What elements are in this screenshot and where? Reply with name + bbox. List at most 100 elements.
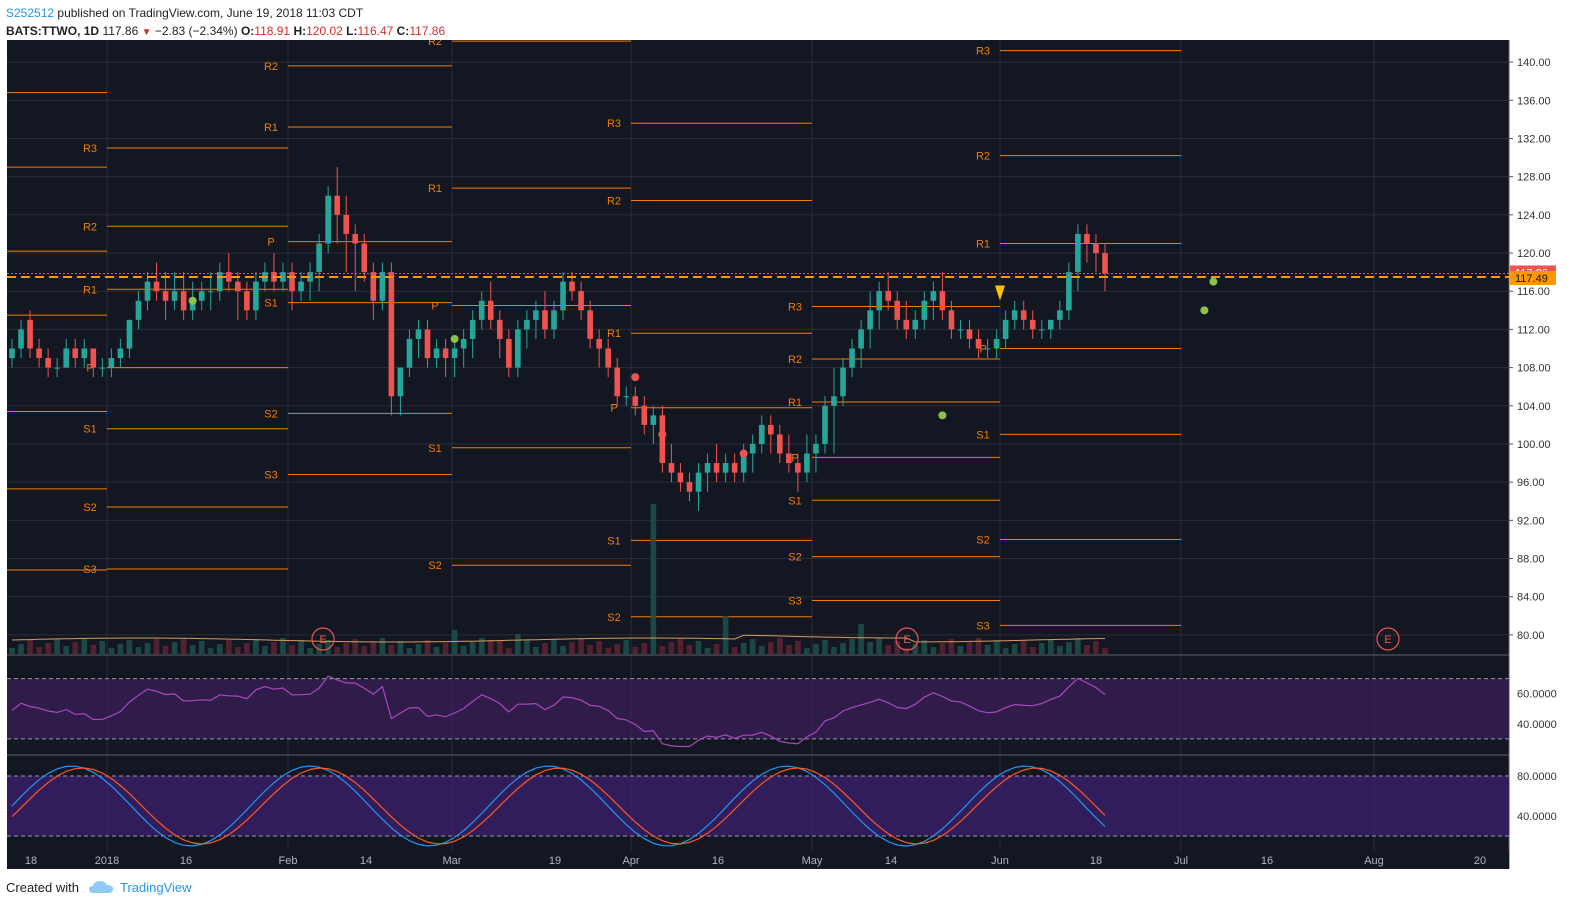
candle-body bbox=[740, 453, 747, 473]
volume-bar bbox=[244, 643, 250, 654]
volume-bar bbox=[496, 641, 503, 654]
candle-body bbox=[153, 281, 160, 292]
candle-body bbox=[487, 300, 494, 320]
candle-body bbox=[216, 272, 223, 292]
volume-bar bbox=[822, 640, 828, 654]
volume-bar bbox=[641, 643, 648, 654]
pivot-level-label: R3 bbox=[607, 118, 621, 130]
candle-body bbox=[749, 443, 756, 454]
candle-body bbox=[930, 291, 937, 301]
rsi-tick-label: 60.0000 bbox=[1517, 689, 1557, 701]
volume-bar bbox=[144, 643, 151, 654]
pivot-level-label: P bbox=[267, 237, 274, 249]
volume-bar bbox=[9, 648, 15, 654]
pivot-level-label: R3 bbox=[83, 143, 97, 155]
candle-body bbox=[343, 214, 350, 234]
candle-body bbox=[704, 463, 711, 473]
candle-body bbox=[27, 319, 33, 349]
volume-bar bbox=[740, 643, 747, 654]
candle-body bbox=[63, 348, 69, 368]
volume-bar bbox=[867, 642, 873, 654]
candle-body bbox=[957, 329, 964, 331]
volume-bar bbox=[1057, 646, 1063, 654]
symbol-label[interactable]: BATS:TTWO, 1D bbox=[6, 24, 100, 38]
volume-bar bbox=[18, 644, 24, 654]
pivot-level-label: R2 bbox=[264, 61, 278, 73]
volume-bar bbox=[487, 640, 494, 654]
candle-body bbox=[551, 310, 557, 330]
candle-body bbox=[713, 463, 720, 473]
candle-body bbox=[72, 348, 79, 359]
volume-bar bbox=[262, 646, 268, 654]
candle-body bbox=[786, 453, 792, 464]
candle-body bbox=[641, 405, 648, 425]
price-tick-label: 84.00 bbox=[1517, 592, 1545, 604]
candle-body bbox=[99, 367, 106, 369]
volume-bar bbox=[298, 640, 304, 654]
price-tick-label: 120.00 bbox=[1517, 248, 1551, 260]
candle-body bbox=[225, 272, 232, 282]
candle-body bbox=[614, 367, 621, 397]
candle-body bbox=[36, 348, 42, 359]
candle-body bbox=[207, 291, 214, 293]
pivot-level-label: S2 bbox=[976, 534, 989, 546]
volume-bar bbox=[153, 639, 160, 654]
candle-body bbox=[939, 291, 946, 311]
candle-body bbox=[460, 338, 467, 349]
candle-body bbox=[144, 281, 151, 301]
pivot-level-label: R1 bbox=[976, 238, 990, 250]
volume-bar bbox=[596, 641, 602, 654]
pivot-level-label: S1 bbox=[976, 429, 989, 441]
time-tick-label: 18 bbox=[25, 855, 37, 867]
volume-bar bbox=[1084, 645, 1090, 654]
volume-bar bbox=[551, 639, 557, 654]
earnings-marker-label: E bbox=[319, 634, 326, 646]
volume-bar bbox=[253, 639, 259, 654]
price-tick-label: 80.00 bbox=[1517, 630, 1545, 642]
signal-dot bbox=[1200, 306, 1209, 315]
volume-bar bbox=[397, 641, 404, 654]
volume-bar bbox=[795, 641, 801, 654]
volume-bar bbox=[975, 638, 982, 654]
pivot-level-label: R2 bbox=[428, 40, 442, 48]
time-tick-label: 16 bbox=[712, 855, 724, 867]
volume-bar bbox=[668, 642, 675, 654]
volume-bar bbox=[921, 640, 928, 654]
volume-bar bbox=[993, 641, 1000, 654]
candle-body bbox=[777, 434, 783, 454]
volume-bar bbox=[108, 648, 115, 654]
time-tick-label: Jun bbox=[991, 855, 1009, 867]
volume-bar bbox=[533, 647, 539, 654]
candle-body bbox=[361, 243, 368, 273]
signal-dot bbox=[450, 334, 459, 343]
candle-body bbox=[280, 272, 286, 282]
candle-body bbox=[831, 396, 837, 406]
tradingview-link[interactable]: TradingView bbox=[120, 880, 192, 895]
pivot-level-label: R1 bbox=[83, 284, 97, 296]
candle-body bbox=[506, 338, 512, 368]
pivot-level-label: S2 bbox=[83, 502, 96, 514]
candle-body bbox=[162, 291, 169, 301]
publish-info: published on TradingView.com, June 19, 2… bbox=[57, 6, 364, 20]
low-label: L: bbox=[346, 24, 358, 38]
pivot-level-label: S2 bbox=[264, 408, 277, 420]
price-change: −2.83 (−2.34%) bbox=[154, 24, 238, 38]
stoch-tick-label: 80.0000 bbox=[1517, 771, 1557, 783]
candle-body bbox=[1102, 253, 1108, 274]
volume-bar bbox=[54, 639, 60, 654]
volume-bar bbox=[948, 639, 955, 654]
candle-body bbox=[695, 472, 702, 492]
candle-body bbox=[849, 348, 855, 368]
pivot-level-label: R1 bbox=[788, 397, 802, 409]
volume-bar bbox=[433, 647, 440, 654]
candle-body bbox=[984, 348, 991, 350]
open-value: 118.91 bbox=[254, 24, 291, 38]
volume-bar bbox=[370, 642, 377, 654]
price-chart[interactable]: 140.00 136.00 132.00 128.00 124.00 120.00 116.… bbox=[0, 40, 1570, 870]
signal-dot bbox=[658, 430, 667, 439]
rsi-tick-label: 40.0000 bbox=[1517, 719, 1557, 731]
candle-body bbox=[298, 281, 304, 292]
volume-bar bbox=[894, 641, 901, 654]
candle-body bbox=[135, 300, 142, 320]
author-link[interactable]: S252512 bbox=[6, 6, 55, 20]
